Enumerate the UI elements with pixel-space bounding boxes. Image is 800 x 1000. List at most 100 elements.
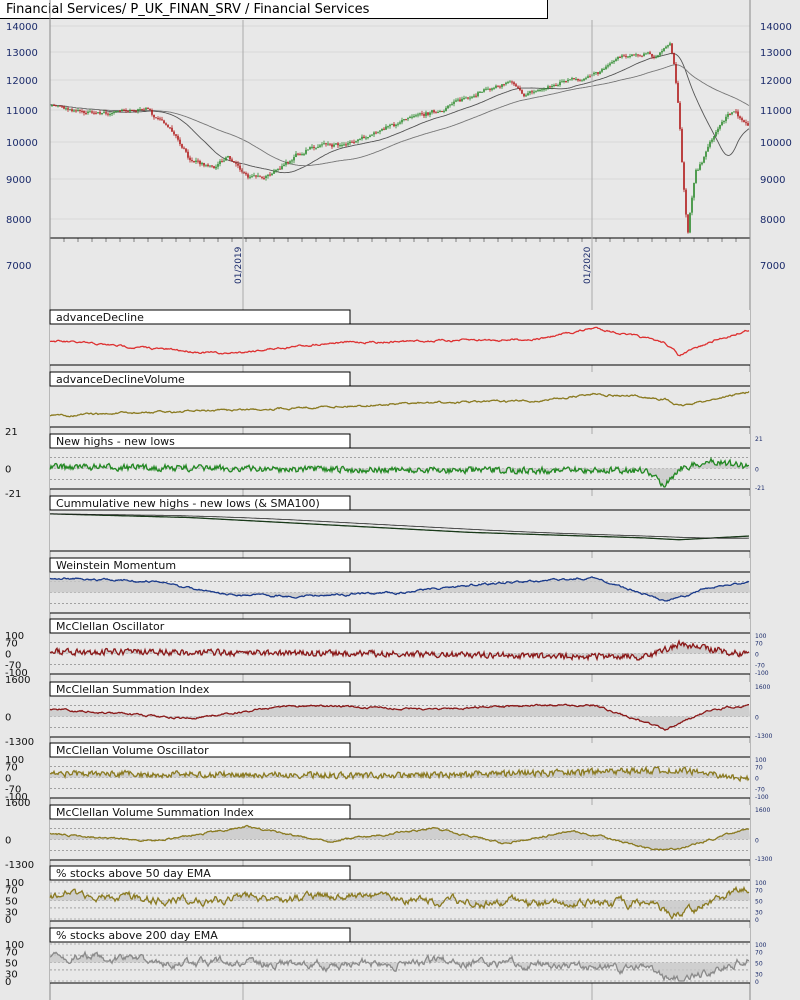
candle-body	[79, 110, 81, 111]
candle-body	[537, 90, 539, 91]
candle-body	[589, 76, 591, 77]
candle-body	[367, 137, 369, 138]
candle-body	[605, 67, 607, 69]
candle-body	[529, 91, 531, 93]
candle-body	[701, 163, 703, 165]
candle-body	[345, 144, 347, 145]
candle-body	[693, 183, 695, 198]
candle-body	[239, 166, 241, 170]
candle-body	[327, 144, 329, 145]
indicator-right-tick: 0	[755, 917, 759, 924]
candle-body	[639, 55, 641, 56]
price-axis-left-label: 9000	[6, 175, 31, 186]
candle-body	[283, 165, 285, 166]
candle-body	[253, 175, 255, 176]
candle-body	[373, 132, 375, 134]
candle-body	[233, 161, 235, 162]
indicator-right-tick: 21	[755, 436, 763, 443]
candle-body	[621, 56, 623, 58]
indicator-label: McClellan Volume Summation Index	[56, 806, 254, 819]
indicator-label: McClellan Summation Index	[56, 683, 210, 696]
candle-body	[497, 86, 499, 87]
candle-body	[313, 147, 315, 148]
indicator-right-tick: 30	[755, 972, 763, 979]
candle-body	[525, 95, 527, 96]
candle-body	[223, 161, 225, 162]
indicator-right-tick: 0	[755, 652, 759, 659]
candle-body	[365, 138, 367, 139]
candle-body	[171, 128, 173, 132]
candle-body	[669, 43, 671, 45]
candle-body	[503, 84, 505, 85]
candle-body	[387, 126, 389, 127]
indicator-right-tick: 1600	[755, 684, 770, 691]
indicator-left-tick: 21	[5, 427, 18, 438]
candle-body	[585, 78, 587, 79]
candle-body	[433, 110, 435, 112]
indicator-left-tick: 70	[5, 762, 18, 773]
indicator-left-tick: -1300	[5, 860, 34, 871]
candle-body	[245, 173, 247, 174]
candle-body	[287, 162, 289, 163]
candle-body	[625, 56, 627, 57]
candle-body	[629, 56, 631, 57]
candle-body	[291, 160, 293, 161]
candle-body	[307, 150, 309, 151]
indicator-left-tick: 70	[5, 947, 18, 958]
candle-body	[633, 54, 635, 55]
indicator-right-tick: 70	[755, 949, 763, 956]
candle-body	[197, 161, 199, 162]
indicator-right-tick: -1300	[755, 856, 773, 863]
candle-body	[443, 111, 445, 112]
candle-body	[289, 161, 291, 163]
candle-body	[71, 109, 73, 111]
candle-body	[189, 158, 191, 160]
candle-body	[423, 114, 425, 116]
price-axis-left-label: 8000	[6, 215, 31, 226]
candle-body	[75, 110, 77, 111]
candle-body	[325, 143, 327, 144]
indicator-left-tick: -21	[5, 489, 21, 500]
candle-body	[123, 110, 125, 111]
candle-body	[615, 59, 617, 61]
candle-body	[221, 161, 223, 162]
candle-body	[159, 118, 161, 119]
candle-body	[213, 166, 215, 168]
candle-body	[649, 52, 651, 54]
candle-body	[663, 48, 665, 51]
indicator-label: McClellan Volume Oscillator	[56, 744, 209, 757]
candle-body	[77, 110, 79, 111]
indicator-right-tick: 30	[755, 910, 763, 917]
candle-body	[363, 137, 365, 138]
candle-body	[209, 166, 211, 167]
candle-body	[691, 198, 693, 213]
candle-body	[473, 96, 475, 97]
candle-body	[201, 163, 203, 164]
candle-body	[315, 148, 317, 149]
candle-body	[269, 175, 271, 176]
candle-body	[397, 124, 399, 125]
indicator-left-tick: 0	[5, 713, 11, 724]
candle-body	[143, 110, 145, 111]
candle-body	[191, 160, 193, 161]
candle-body	[153, 115, 155, 118]
candle-body	[409, 117, 411, 118]
candle-body	[357, 139, 359, 141]
candle-body	[707, 147, 709, 152]
candle-body	[67, 108, 69, 109]
candle-body	[733, 111, 735, 112]
candle-body	[181, 144, 183, 148]
candle-body	[459, 100, 461, 102]
candle-body	[661, 51, 663, 52]
candle-body	[343, 144, 345, 145]
candle-body	[739, 116, 741, 118]
candle-body	[727, 114, 729, 117]
candle-body	[87, 112, 89, 113]
candle-body	[567, 80, 569, 81]
candle-body	[69, 109, 71, 110]
candle-body	[555, 85, 557, 86]
candle-body	[231, 159, 233, 161]
candle-body	[187, 152, 189, 158]
candle-body	[627, 56, 629, 57]
candle-body	[119, 111, 121, 112]
